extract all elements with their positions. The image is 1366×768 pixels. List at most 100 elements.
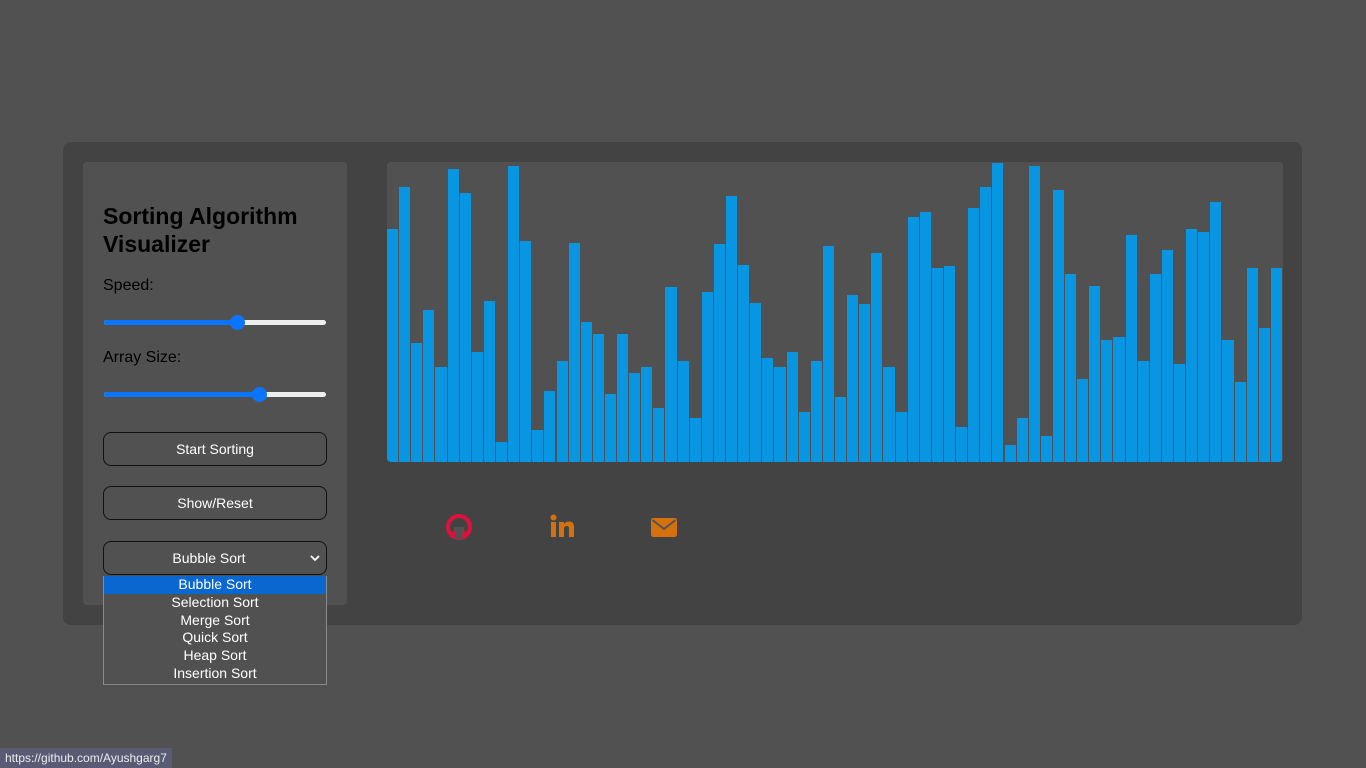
array-bar — [544, 391, 556, 462]
option-heap-sort[interactable]: Heap Sort — [183, 647, 247, 664]
array-bar — [1258, 328, 1270, 462]
array-bar — [895, 412, 907, 462]
array-bar — [701, 292, 713, 462]
array-bar — [495, 442, 508, 462]
array-bar — [968, 208, 980, 462]
array-bar — [1186, 229, 1198, 462]
array-bar — [1065, 274, 1077, 462]
array-bar — [738, 265, 750, 462]
array-bar — [1089, 286, 1101, 462]
array-bar — [907, 217, 919, 462]
array-bar — [1101, 340, 1113, 462]
array-bar — [459, 193, 471, 462]
option-insertion-sort[interactable]: Insertion Sort — [173, 664, 257, 681]
array-bar — [1028, 166, 1040, 462]
array-size-slider[interactable] — [104, 386, 326, 402]
option-bubble-sort[interactable]: Bubble Sort — [104, 576, 326, 594]
array-bar — [1016, 418, 1028, 462]
array-bar — [1040, 436, 1052, 462]
array-bar — [1125, 235, 1137, 462]
array-size-slider-fill — [104, 392, 260, 397]
array-bar — [532, 430, 544, 462]
array-bar — [1137, 361, 1149, 462]
array-visualizer — [387, 162, 1283, 462]
array-bar — [1246, 268, 1258, 462]
array-bar — [786, 352, 798, 462]
array-bar — [713, 244, 725, 462]
array-bar — [919, 212, 931, 462]
array-size-slider-thumb[interactable] — [252, 387, 268, 402]
algorithm-select[interactable]: Bubble Sort — [103, 541, 327, 575]
array-bar — [629, 373, 641, 462]
algorithm-dropdown: Bubble Sort Selection Sort Merge Sort Qu… — [103, 576, 327, 685]
array-bar — [1210, 202, 1222, 462]
linkedin-icon[interactable] — [548, 512, 576, 542]
array-bar — [1174, 364, 1186, 462]
array-bar — [580, 322, 592, 462]
array-bar — [665, 287, 677, 462]
array-bar — [750, 303, 762, 462]
array-bar — [726, 196, 738, 462]
array-bar — [399, 187, 411, 462]
array-size-label: Array Size: — [103, 349, 182, 366]
start-sorting-button[interactable]: Start Sorting — [103, 432, 327, 466]
array-bar — [859, 304, 871, 462]
array-bar — [1222, 340, 1234, 462]
email-icon[interactable] — [650, 512, 678, 542]
array-bar — [1077, 379, 1089, 462]
array-bar — [556, 361, 568, 462]
array-bar — [568, 243, 580, 462]
page-title: Sorting Algorithm Visualizer — [103, 203, 298, 257]
array-bar — [1270, 268, 1282, 462]
chevron-down-icon — [310, 555, 320, 562]
array-bar — [871, 253, 883, 462]
array-bar — [810, 361, 822, 462]
array-bar — [423, 310, 435, 462]
control-panel — [83, 162, 347, 605]
array-bar — [980, 187, 992, 462]
array-bar — [931, 268, 943, 462]
array-bar — [689, 418, 701, 462]
array-bar — [1149, 274, 1161, 462]
array-bar — [617, 334, 629, 462]
array-bar — [943, 266, 956, 462]
array-bar — [592, 334, 604, 462]
option-quick-sort[interactable]: Quick Sort — [182, 629, 248, 646]
option-merge-sort[interactable]: Merge Sort — [180, 611, 250, 628]
array-bar — [508, 166, 520, 462]
option-selection-sort[interactable]: Selection Sort — [171, 593, 259, 610]
speed-slider-fill — [104, 320, 238, 325]
show-reset-button[interactable]: Show/Reset — [103, 486, 327, 520]
array-bar — [1052, 190, 1065, 462]
speed-label: Speed: — [103, 277, 154, 294]
array-bar — [883, 367, 895, 462]
array-bar — [387, 229, 399, 462]
array-bar — [1113, 337, 1125, 462]
array-bar — [471, 352, 483, 462]
array-bar — [1161, 250, 1173, 462]
array-bar — [992, 163, 1004, 462]
array-bar — [956, 427, 968, 462]
array-bar — [762, 358, 774, 462]
github-icon[interactable] — [445, 512, 473, 542]
status-bar-url: https://github.com/Ayushgarg7 — [0, 748, 172, 768]
algorithm-select-value: Bubble Sort — [172, 550, 246, 566]
array-bar — [411, 343, 423, 462]
array-bar — [641, 367, 653, 462]
array-bar — [822, 246, 834, 462]
array-bar — [1004, 445, 1016, 462]
array-bar — [520, 241, 532, 462]
array-bar — [447, 169, 459, 462]
array-bar — [1198, 232, 1210, 462]
array-bar — [847, 295, 859, 462]
array-bar — [604, 394, 617, 462]
array-bar — [774, 367, 786, 462]
array-bar — [677, 361, 689, 462]
array-bar — [798, 412, 810, 462]
array-bar — [835, 397, 847, 462]
array-bar — [435, 367, 447, 462]
speed-slider[interactable] — [104, 314, 326, 330]
array-bar — [483, 301, 495, 462]
speed-slider-thumb[interactable] — [230, 315, 246, 330]
array-bar — [1234, 382, 1246, 462]
